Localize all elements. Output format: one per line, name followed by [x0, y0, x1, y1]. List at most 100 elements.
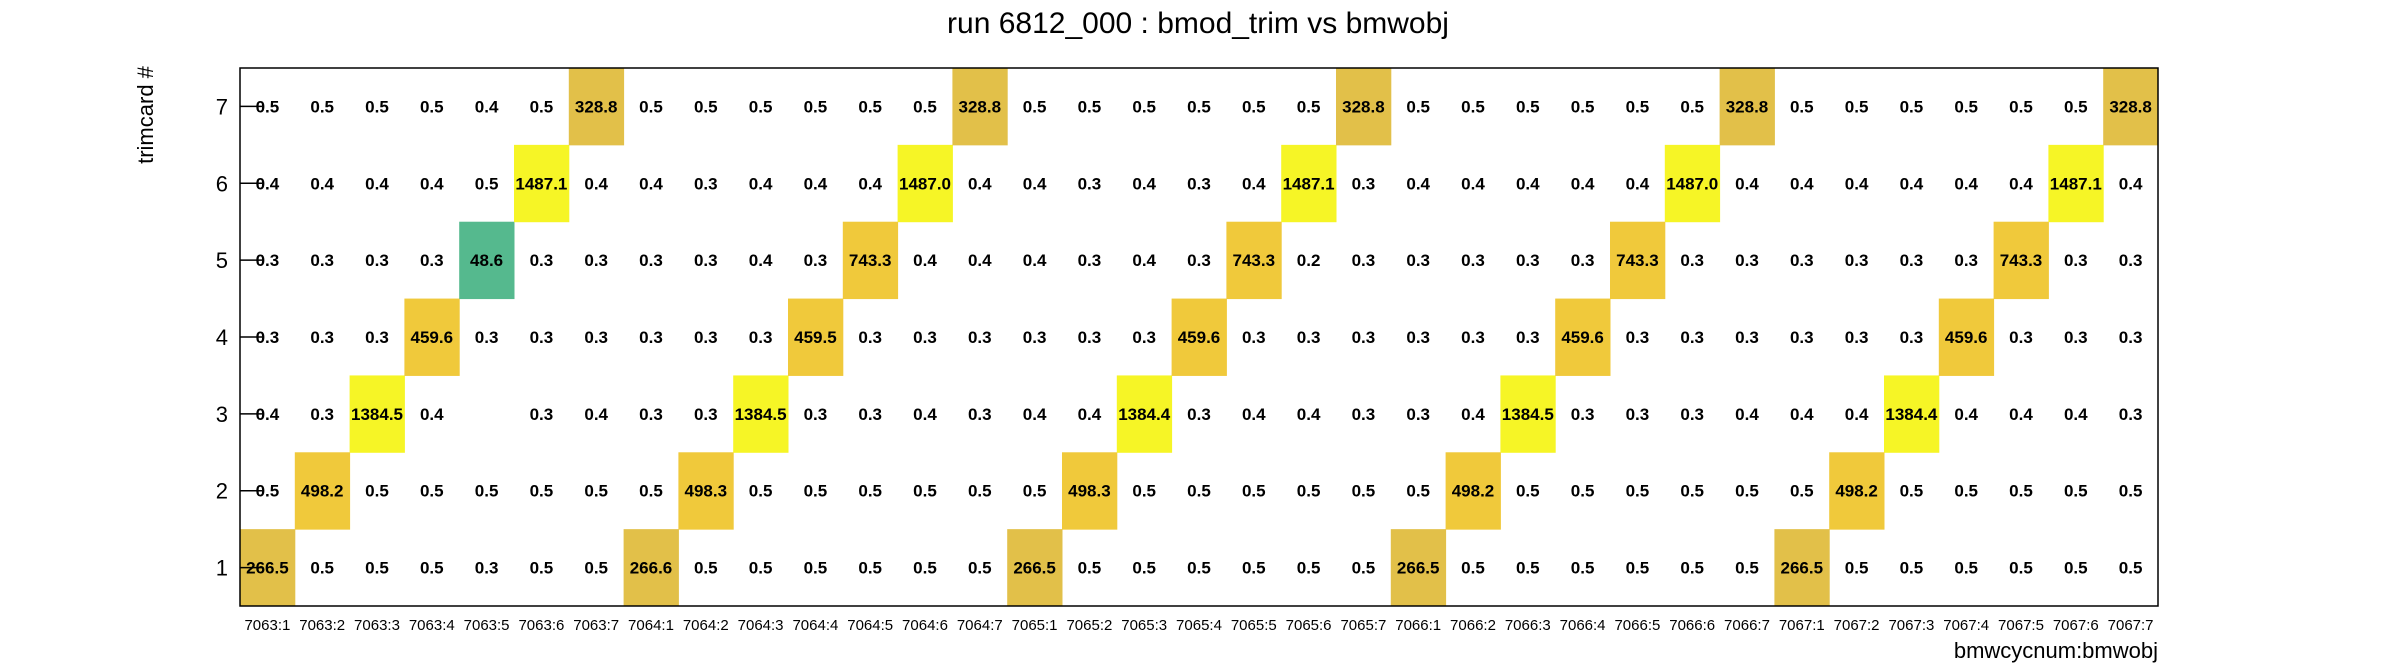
cell-value-label: 0.5 [1900, 482, 1924, 501]
heatmap-cell [1610, 221, 1666, 300]
x-tick-label: 7064:3 [738, 617, 784, 634]
cell-value-label: 328.8 [1342, 97, 1385, 116]
cell-value-label: 0.3 [639, 328, 663, 347]
cell-value-label: 0.3 [1461, 251, 1485, 270]
cell-value-label: 0.3 [1406, 251, 1430, 270]
cell-value-label: 0.3 [804, 405, 828, 424]
cell-value-label: 0.3 [749, 328, 773, 347]
cell-value-label: 0.3 [694, 174, 718, 193]
x-tick-label: 7064:6 [902, 617, 948, 634]
cell-value-label: 0.4 [1023, 174, 1047, 193]
cell-value-label: 0.5 [1845, 97, 1869, 116]
cell-value-label: 0.4 [2119, 174, 2143, 193]
x-tick-label: 7066:4 [1560, 617, 1606, 634]
x-tick-label: 7063:1 [244, 617, 290, 634]
cell-value-label: 0.5 [913, 97, 937, 116]
cell-value-label: 0.3 [584, 328, 608, 347]
cell-value-label: 0.5 [420, 97, 444, 116]
cell-value-label: 459.6 [1178, 328, 1221, 347]
cell-value-label: 0.3 [475, 328, 499, 347]
cell-value-label: 0.5 [1516, 482, 1540, 501]
cell-value-label: 0.5 [1242, 559, 1266, 578]
cell-value-label: 0.4 [968, 251, 992, 270]
cell-value-label: 0.3 [1078, 251, 1102, 270]
cell-value-label: 0.5 [420, 482, 444, 501]
cell-value-label: 0.3 [694, 251, 718, 270]
cell-value-label: 0.4 [1297, 405, 1321, 424]
cell-value-label: 0.5 [1297, 559, 1321, 578]
y-tick-label: 3 [216, 402, 228, 427]
cell-value-label: 0.4 [1023, 251, 1047, 270]
x-tick-label: 7065:2 [1066, 617, 1112, 634]
y-tick-label: 5 [216, 248, 228, 273]
cell-value-label: 0.4 [1735, 174, 1759, 193]
cell-value-label: 0.5 [1132, 559, 1156, 578]
x-axis-title: bmwcycnum:bmwobj [1954, 638, 2158, 663]
cell-value-label: 0.3 [1735, 251, 1759, 270]
cell-value-label: 0.4 [420, 174, 444, 193]
cell-value-label: 1487.0 [1666, 174, 1718, 193]
cell-value-label: 0.5 [365, 97, 389, 116]
cell-value-label: 0.4 [1571, 174, 1595, 193]
cell-value-label: 0.3 [2009, 328, 2033, 347]
x-tick-label: 7063:3 [354, 617, 400, 634]
chart-title: run 6812_000 : bmod_trim vs bmwobj [947, 7, 1449, 40]
cell-value-label: 0.3 [475, 559, 499, 578]
cell-value-label: 0.5 [1023, 482, 1047, 501]
cell-value-label: 0.5 [1626, 559, 1650, 578]
x-tick-label: 7063:2 [299, 617, 345, 634]
cell-value-label: 0.5 [2119, 482, 2143, 501]
cell-value-label: 1487.1 [515, 174, 567, 193]
cell-value-label: 0.4 [1516, 174, 1540, 193]
x-tick-label: 7064:5 [847, 617, 893, 634]
cell-value-label: 0.5 [1406, 482, 1430, 501]
cell-value-label: 0.5 [804, 482, 828, 501]
heatmap-cell [1171, 298, 1227, 376]
cell-value-label: 0.4 [310, 174, 334, 193]
cell-value-label: 0.5 [2064, 559, 2088, 578]
cell-value-label: 0.5 [804, 559, 828, 578]
x-tick-label: 7063:7 [573, 617, 619, 634]
cell-value-label: 0.5 [310, 97, 334, 116]
cell-value-label: 0.5 [858, 482, 882, 501]
cell-value-label: 0.3 [1735, 328, 1759, 347]
cell-value-label: 0.3 [968, 328, 992, 347]
cell-value-label: 0.4 [1845, 174, 1869, 193]
cell-value-label: 0.5 [1571, 482, 1595, 501]
cell-value-label: 743.3 [1616, 251, 1659, 270]
x-tick-label: 7065:7 [1340, 617, 1386, 634]
cell-value-label: 0.5 [804, 97, 828, 116]
cell-value-label: 0.5 [749, 559, 773, 578]
cell-value-label: 0.2 [1297, 251, 1321, 270]
cell-value-label: 0.3 [1790, 251, 1814, 270]
cell-value-label: 498.2 [1835, 482, 1878, 501]
cell-value-label: 0.5 [1790, 97, 1814, 116]
cell-value-label: 0.3 [694, 405, 718, 424]
cell-value-label: 0.5 [694, 97, 718, 116]
heatmap-cell [952, 68, 1008, 146]
x-tick-label: 7064:7 [957, 617, 1003, 634]
cell-value-label: 0.5 [1790, 482, 1814, 501]
cell-value-label: 0.4 [639, 174, 663, 193]
cell-value-label: 0.3 [2119, 328, 2143, 347]
cell-value-label: 0.4 [1954, 174, 1978, 193]
x-tick-label: 7067:6 [2053, 617, 2099, 634]
x-tick-label: 7066:2 [1450, 617, 1496, 634]
x-tick-label: 7067:7 [2108, 617, 2154, 634]
cell-value-label: 0.5 [1954, 559, 1978, 578]
cell-value-label: 0.3 [1187, 251, 1211, 270]
cell-value-label: 0.3 [1352, 174, 1376, 193]
x-tick-label: 7065:6 [1286, 617, 1332, 634]
cell-value-label: 0.5 [1187, 559, 1211, 578]
cell-value-label: 48.6 [470, 251, 503, 270]
cell-value-label: 0.5 [749, 97, 773, 116]
cell-value-label: 0.5 [256, 482, 280, 501]
cell-value-label: 498.2 [1452, 482, 1495, 501]
heatmap-cell [623, 529, 679, 607]
x-tick-label: 7067:5 [1998, 617, 2044, 634]
cell-value-label: 0.3 [256, 328, 280, 347]
heatmap-cell [733, 375, 789, 453]
cell-value-label: 328.8 [1726, 97, 1769, 116]
cell-value-label: 0.3 [2064, 328, 2088, 347]
cell-value-label: 1384.4 [1118, 405, 1171, 424]
